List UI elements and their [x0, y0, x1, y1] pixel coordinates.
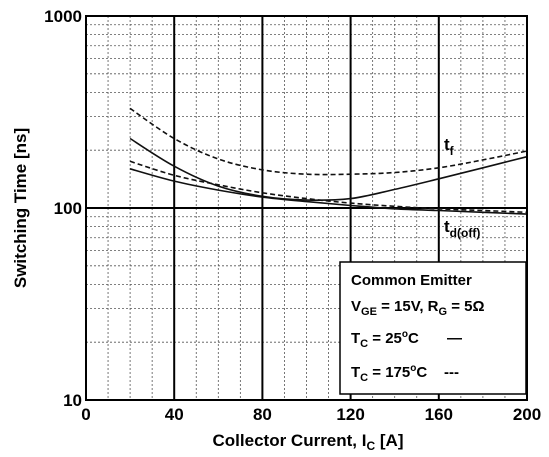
x-tick-label: 160: [425, 405, 453, 424]
x-tick-label: 80: [253, 405, 272, 424]
x-tick-label: 40: [165, 405, 184, 424]
legend-title: Common Emitter: [351, 272, 472, 289]
td-off-curve-label: td(off): [444, 217, 480, 240]
y-tick-label: 10: [63, 391, 82, 410]
tf-curve-label: tf: [444, 135, 455, 158]
x-tick-label: 120: [336, 405, 364, 424]
legend: Common Emitter VGE = 15V, RG = 5Ω TC = 2…: [339, 261, 527, 395]
legend-entry-175c: TC = 175oC: [351, 363, 427, 384]
legend-solid-line-marker: —: [447, 330, 462, 347]
x-tick-label: 0: [81, 405, 90, 424]
series-tf-25c-line: [129, 137, 528, 202]
x-tick-label: 200: [513, 405, 541, 424]
legend-conditions: VGE = 15V, RG = 5Ω: [351, 298, 485, 318]
curves: [129, 107, 528, 215]
legend-dashed-line-marker: ---: [444, 364, 459, 381]
y-tick-label: 1000: [44, 7, 82, 26]
plot-frame: [85, 15, 528, 401]
x-tick-labels: 0 40 80 120 160 200: [81, 405, 541, 424]
series-tf-175c-line: [129, 107, 528, 176]
series-td-off-25c-line: [129, 168, 528, 215]
y-axis-title: Switching Time [ns]: [11, 128, 30, 288]
x-axis-title: Collector Current, IC [A]: [213, 431, 404, 453]
legend-box: [339, 261, 527, 395]
legend-entry-25c: TC = 25oC: [351, 329, 419, 350]
series-td-off-175c-line: [129, 160, 528, 214]
y-tick-label: 100: [54, 199, 82, 218]
y-tick-labels: 10 100 1000: [44, 7, 82, 410]
